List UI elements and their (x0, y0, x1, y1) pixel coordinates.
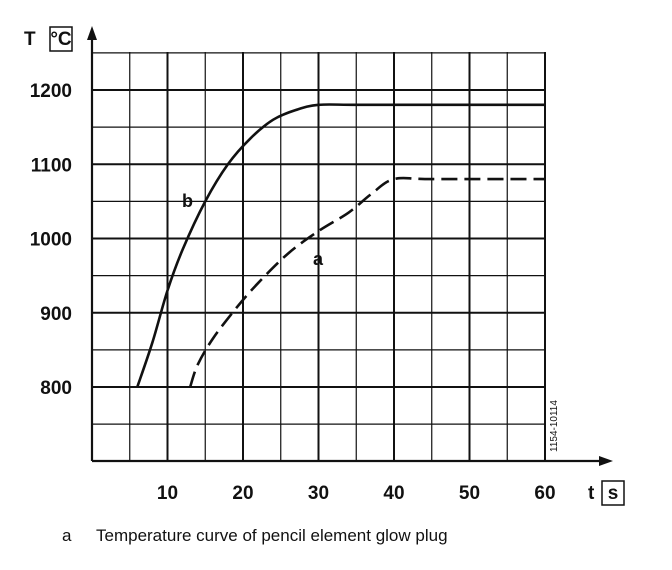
y-tick-label: 1000 (30, 230, 72, 251)
x-tick-label: 20 (232, 483, 253, 504)
y-axis-label: T (24, 29, 36, 50)
figure-code: 1154-10114 (549, 400, 560, 452)
caption-text: Temperature curve of pencil element glow… (96, 526, 448, 545)
series-line-b (136, 103, 545, 388)
y-axis-unit: °C (50, 29, 72, 50)
series-line-a (188, 176, 545, 388)
y-tick-label: 1200 (30, 81, 72, 102)
caption-key: a (62, 526, 72, 545)
x-tick-label: 60 (534, 483, 555, 504)
x-tick-label: 40 (383, 483, 404, 504)
grid (92, 52, 546, 461)
series-label-a: a (313, 249, 324, 269)
x-unit-box (601, 480, 625, 506)
x-axis-unit: s (608, 483, 619, 504)
series-label-b: b (182, 191, 193, 211)
y-tick-label: 1100 (31, 155, 72, 176)
x-axis-arrow (599, 456, 613, 466)
y-tick-label: 800 (40, 378, 72, 399)
labels-group: 10 20 30 40 50 60 800 900 1000 1100 1200 T °C t s b a 115… (24, 26, 625, 506)
axes (87, 26, 613, 466)
x-tick-label: 30 (308, 483, 329, 504)
x-tick-label: 50 (459, 483, 480, 504)
series-group (136, 103, 545, 388)
y-unit-box (49, 26, 73, 52)
x-tick-label: 10 (157, 483, 178, 504)
caption: a Temperature curve of pencil element glo… (62, 526, 448, 546)
y-tick-label: 900 (40, 304, 72, 325)
x-axis-label: t (588, 483, 595, 504)
y-axis-arrow (87, 26, 97, 40)
